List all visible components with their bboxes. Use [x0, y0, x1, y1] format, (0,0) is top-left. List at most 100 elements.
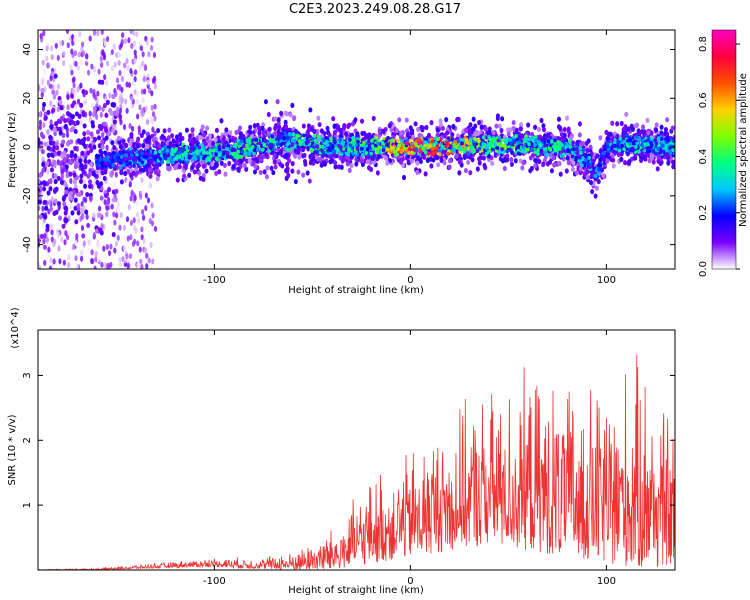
spectrogram-cell — [124, 98, 128, 105]
spectrogram-cell — [375, 170, 380, 176]
spectrogram-cell — [293, 148, 297, 153]
spectrogram-cell — [46, 145, 51, 151]
spectrogram-cell — [109, 243, 113, 250]
spectrogram-cell — [331, 116, 336, 122]
spectrogram-cell — [533, 150, 538, 155]
spectrogram-cell — [77, 113, 82, 119]
spectrogram-cell — [38, 214, 43, 220]
spectrogram-cell — [150, 202, 154, 209]
spectrogram-cell — [619, 156, 624, 162]
spectrogram-cell — [55, 145, 60, 151]
spectrogram-cell — [316, 115, 321, 121]
spectrogram-cell — [115, 77, 120, 84]
spectrogram-cell — [267, 126, 272, 133]
spectrogram-cell — [111, 93, 116, 100]
spectrogram-cell — [292, 115, 297, 122]
spectrogram-cell — [124, 52, 128, 59]
spectrogram-cell — [336, 124, 341, 130]
spectrogram-cell — [429, 163, 434, 169]
spectrogram-cell — [138, 64, 143, 71]
spectrogram-cell — [129, 234, 133, 241]
spectrogram-cell — [39, 233, 44, 239]
spectrogram-cell — [344, 131, 349, 137]
spectrogram-cell — [265, 165, 270, 171]
spectrogram-cell — [151, 258, 155, 265]
spectrogram-cell — [435, 132, 440, 138]
spectrogram-cell — [52, 62, 57, 69]
spectrogram-cell — [112, 43, 116, 50]
spectrogram-cell — [43, 214, 48, 220]
spectrogram-cell — [140, 177, 144, 184]
spectrogram-cell — [431, 157, 436, 163]
spectrogram-cell — [38, 119, 43, 126]
spectrogram-cell — [574, 157, 578, 162]
spectrogram-cell — [336, 164, 341, 170]
spectrogram-cell — [154, 164, 159, 170]
spectrogram-cell — [109, 261, 113, 268]
spectrogram-cell — [568, 145, 573, 150]
spectrogram-cell — [226, 143, 231, 148]
spectrogram-cell — [145, 186, 150, 193]
spectrogram-cell — [59, 115, 64, 121]
spectrogram-cell — [199, 160, 204, 166]
spectrogram-cell — [574, 170, 579, 176]
spectrogram-cell — [51, 146, 56, 153]
spectrogram-cell — [327, 132, 332, 138]
spectrogram-cell — [494, 123, 499, 129]
spectrogram-cell — [120, 75, 124, 82]
spectrogram-cell — [103, 193, 108, 199]
spectrogram-cell — [558, 126, 563, 132]
spectrogram-cell — [112, 181, 117, 188]
spectrogram-cell — [42, 186, 47, 192]
spectrogram-cell — [135, 98, 140, 105]
spectrogram-cell — [105, 205, 110, 211]
spectrogram-cell — [105, 60, 110, 67]
spectrogram-cell — [97, 68, 101, 75]
spectrogram-cell — [43, 259, 47, 266]
spectrogram-cell — [387, 123, 392, 129]
spectrogram-cell — [118, 261, 122, 268]
spectrogram-cell — [38, 178, 41, 184]
spectrogram-cell — [265, 154, 270, 160]
spectrogram-cell — [46, 128, 50, 135]
spectrogram-cell — [552, 162, 557, 168]
spectrogram-cell — [198, 134, 203, 140]
spectrogram-cell — [124, 142, 129, 149]
spectrogram-cell — [670, 159, 675, 165]
spectrogram-cell — [301, 172, 306, 178]
spectrogram-cell — [88, 110, 92, 117]
spectrogram-cell — [41, 167, 46, 173]
spectrogram-cell — [502, 165, 507, 172]
spectrogram-cell — [104, 112, 109, 118]
spectrogram-cell — [99, 55, 103, 62]
spectrogram-cell — [81, 89, 86, 95]
spectrogram-cell — [102, 175, 107, 182]
spectrogram-cell — [135, 31, 139, 38]
spectrogram-cell — [306, 123, 311, 129]
spectrogram-cell — [68, 195, 73, 201]
spectrogram-cell — [141, 214, 146, 221]
spectrogram-cell — [639, 151, 644, 157]
spectrogram-cell — [52, 93, 57, 100]
spectrogram-cell — [509, 161, 514, 167]
spectrogram-cell — [219, 160, 224, 166]
spectrogram-cell — [58, 99, 63, 105]
spectrogram-cell — [92, 105, 97, 112]
spectrogram-cell — [272, 159, 277, 165]
spectrogram-cell — [114, 206, 119, 213]
spectrogram-cell — [451, 123, 456, 130]
spectrogram-cell — [51, 89, 56, 95]
spectrogram-cell — [41, 205, 45, 212]
spectrogram-cell — [588, 144, 593, 150]
spectrogram-cell — [278, 161, 283, 167]
spectrogram-cell — [86, 150, 91, 156]
spectrogram-cell — [174, 134, 179, 140]
spectrogram-cell — [143, 88, 147, 95]
spectrogram-cell — [118, 165, 123, 170]
spectrogram-cell — [221, 136, 226, 142]
spectrogram-cell — [49, 167, 54, 173]
spectrogram-cell — [642, 133, 646, 138]
spectrogram-cell — [551, 155, 556, 161]
spectrogram-cell — [147, 167, 152, 173]
spectrogram-cell — [122, 124, 127, 131]
